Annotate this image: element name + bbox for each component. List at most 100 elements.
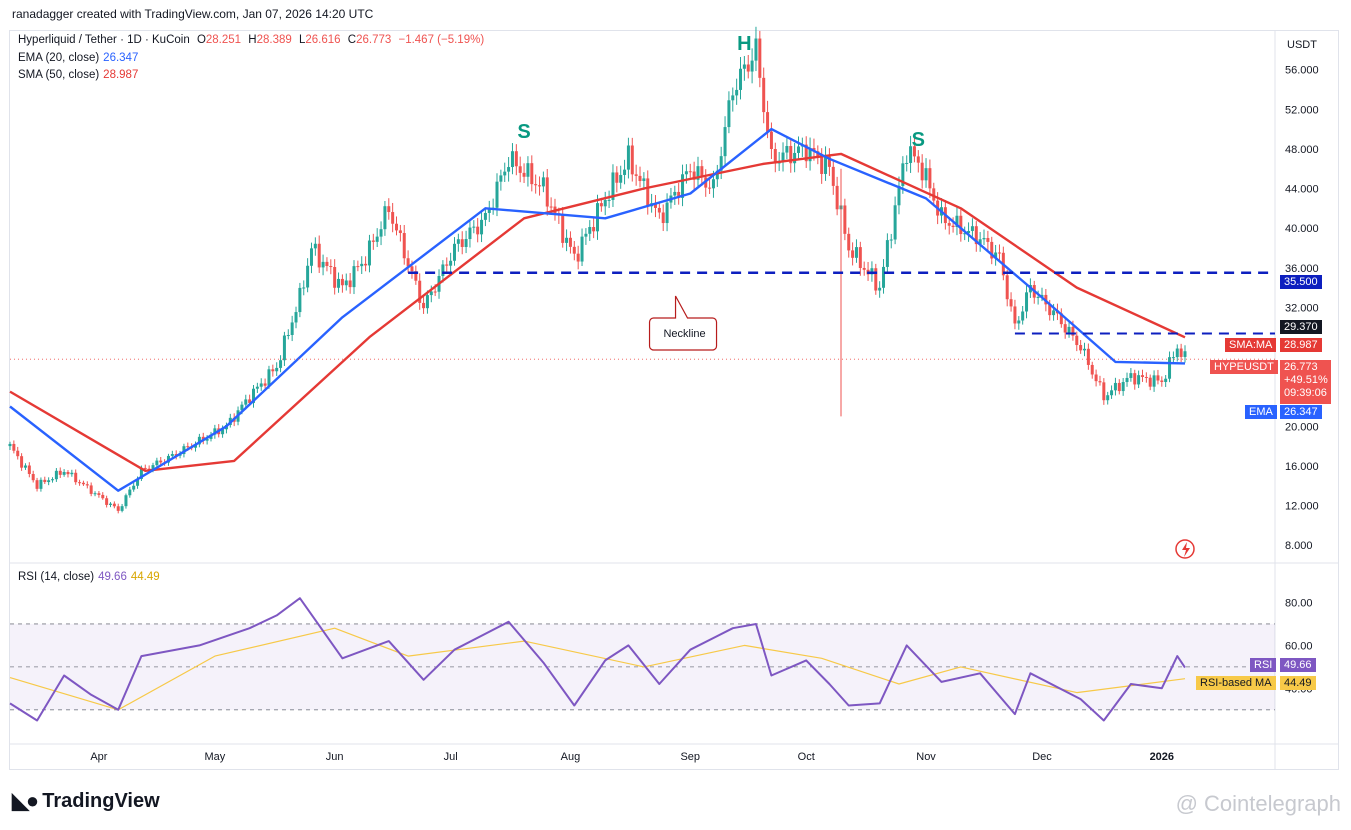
candle-body	[112, 503, 116, 507]
candle-body	[464, 239, 468, 247]
candle-body	[967, 230, 971, 234]
candle-body	[356, 266, 360, 268]
candle-body	[735, 89, 739, 96]
candle-body	[31, 473, 35, 481]
candle-body	[16, 450, 20, 457]
candle-body	[1125, 377, 1129, 383]
candle-body	[306, 265, 310, 288]
candle-body	[1168, 357, 1172, 379]
candle-body	[1156, 375, 1160, 381]
rsi-line	[9, 597, 1186, 722]
rsi-axis-value: 49.66	[1280, 658, 1316, 672]
candle-body	[452, 243, 456, 261]
ema-legend: EMA (20, close) 26.347	[18, 52, 142, 64]
candle-body	[681, 174, 685, 198]
candle-body	[267, 369, 271, 386]
candle-body	[1164, 378, 1168, 382]
candle-body	[406, 258, 410, 267]
sma-axis-label: SMA:MA	[1225, 338, 1277, 352]
candle-body	[321, 261, 325, 268]
lightning-icon	[1182, 542, 1190, 557]
candle-body	[874, 268, 878, 291]
chart-credit: ranadagger created with TradingView.com,…	[12, 7, 374, 21]
candle-body	[1171, 357, 1175, 359]
candle-body	[854, 247, 858, 258]
candle-body	[244, 399, 248, 405]
close-value: 26.773	[356, 34, 392, 46]
candle-body	[549, 206, 553, 208]
month-label: Jun	[326, 751, 344, 763]
open-value: 28.251	[205, 34, 242, 46]
candle-body	[750, 60, 754, 72]
level-29-tag: 29.370	[1280, 320, 1322, 334]
rsi-value: 49.66	[98, 571, 127, 583]
candle-body	[630, 145, 634, 175]
candle-body	[1160, 380, 1164, 382]
candle-body	[449, 260, 453, 266]
price-tick-label: 48.000	[1285, 144, 1319, 156]
tradingview-logo[interactable]: ◣● TradingView	[12, 788, 160, 814]
candle-body	[708, 187, 712, 189]
candle-body	[588, 227, 592, 234]
ema-label: EMA (20, close)	[18, 52, 100, 64]
candle-body	[108, 503, 112, 505]
candle-body	[422, 302, 426, 309]
candle-body	[592, 227, 596, 232]
candle-body	[166, 455, 170, 463]
candle-body	[395, 223, 399, 231]
low-label: L	[298, 34, 306, 46]
candle-body	[766, 112, 770, 132]
candle-body	[414, 271, 418, 281]
candle-body	[793, 152, 797, 164]
candle-body	[920, 162, 924, 181]
candle-body	[1063, 324, 1067, 333]
candle-body	[824, 156, 828, 174]
high-label: H	[248, 34, 257, 46]
candle-body	[375, 236, 379, 242]
candle-body	[279, 360, 283, 368]
candle-body	[928, 168, 932, 189]
candle-body	[433, 291, 437, 293]
candle-body	[893, 205, 897, 240]
candle-body	[66, 471, 70, 475]
candle-body	[74, 472, 78, 483]
candle-body	[599, 203, 603, 207]
neckline-callout-text: Neckline	[663, 328, 705, 340]
candle-body	[39, 479, 43, 489]
candle-body	[480, 219, 484, 235]
candle-body	[1140, 375, 1144, 377]
candle-body	[541, 177, 545, 187]
candle-body	[495, 181, 499, 208]
candle-body	[781, 152, 785, 162]
candle-body	[325, 261, 329, 266]
symbol-legend: Hyperliquid / Tether · 1D · KuCoin O28.2…	[18, 34, 488, 46]
candle-body	[963, 233, 967, 235]
low-value: 26.616	[305, 34, 341, 46]
month-label: May	[204, 751, 225, 763]
alert-icon	[1175, 539, 1195, 559]
candle-body	[398, 230, 402, 234]
chart-frame[interactable]	[9, 30, 1339, 770]
candle-body	[565, 237, 569, 243]
candle-body	[51, 479, 55, 481]
candle-body	[1048, 304, 1052, 316]
candle-body	[847, 233, 851, 251]
price-tick-label: 40.000	[1285, 223, 1319, 235]
month-label: Jul	[444, 751, 458, 763]
rsi-label: RSI (14, close)	[18, 571, 95, 583]
candle-body	[970, 226, 974, 231]
candle-body	[337, 278, 341, 288]
candle-body	[1098, 381, 1102, 383]
candle-body	[561, 215, 565, 243]
candle-body	[688, 171, 692, 173]
candle-body	[986, 238, 990, 242]
candle-body	[912, 146, 916, 157]
candle-body	[642, 178, 646, 182]
candle-body	[1148, 377, 1152, 387]
candle-body	[978, 239, 982, 245]
candle-body	[916, 156, 920, 163]
candle-body	[263, 383, 267, 386]
candle-body	[89, 485, 93, 494]
symbol-name: Hyperliquid / Tether · 1D · KuCoin	[18, 34, 190, 46]
